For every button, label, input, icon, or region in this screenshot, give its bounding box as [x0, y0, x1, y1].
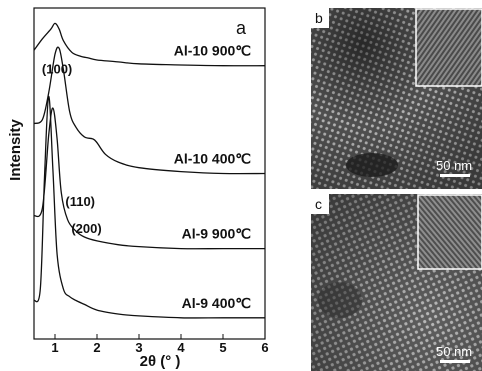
panel-label-c: c — [315, 196, 322, 212]
series-label-4: Al-9 400℃ — [182, 295, 252, 311]
peak-label-2: (110) — [65, 194, 95, 209]
micrograph-c: c 50 nm — [311, 194, 482, 371]
peak-label-layer: (100) (110) (200) — [42, 61, 102, 236]
y-axis-label: Intensity — [7, 119, 24, 181]
series-line-1 — [33, 22, 266, 67]
series-layer — [33, 22, 266, 319]
x-tick-label-4: 4 — [177, 340, 185, 355]
micrograph-c-scale-label: 50 nm — [436, 344, 472, 359]
panel-label-b: b — [315, 10, 323, 26]
micrograph-b-dark-region — [346, 153, 398, 177]
micrograph-c-inset — [417, 194, 482, 270]
x-tick-label-3: 3 — [135, 340, 142, 355]
micrograph-b-scale-bar — [440, 174, 470, 177]
x-tick-label-5: 5 — [219, 340, 226, 355]
panel-label-a: a — [236, 18, 247, 38]
x-tick-layer: 1 2 3 4 5 6 — [51, 334, 269, 355]
x-tick-label-2: 2 — [93, 340, 100, 355]
xrd-chart-panel: a Al-10 900℃ Al-10 400℃ Al-9 900℃ Al-9 400℃… — [7, 7, 269, 370]
micrograph-b-inset — [415, 8, 482, 87]
series-label-3: Al-9 900℃ — [182, 226, 252, 242]
micrograph-b-scale-label: 50 nm — [436, 158, 472, 173]
series-label-2: Al-10 400℃ — [174, 151, 251, 167]
micrograph-b-label-box — [311, 8, 329, 28]
series-line-3 — [33, 107, 265, 250]
peak-label-3: (200) — [71, 221, 101, 236]
x-tick-label-6: 6 — [261, 340, 268, 355]
micrograph-c-label-box — [311, 194, 329, 214]
series-line-2 — [33, 46, 266, 175]
series-label-layer: Al-10 900℃ Al-10 400℃ Al-9 900℃ Al-9 400℃ — [174, 43, 251, 311]
series-label-1: Al-10 900℃ — [174, 43, 251, 59]
x-tick-label-1: 1 — [51, 340, 58, 355]
series-line-4 — [33, 95, 265, 319]
micrograph-c-dark-region — [318, 282, 362, 318]
micrograph-c-scale-bar — [440, 360, 470, 363]
peak-label-1: (100) — [42, 61, 72, 76]
micrograph-b: b 50 nm — [311, 8, 482, 189]
x-axis-label: 2θ (° ) — [140, 353, 181, 370]
